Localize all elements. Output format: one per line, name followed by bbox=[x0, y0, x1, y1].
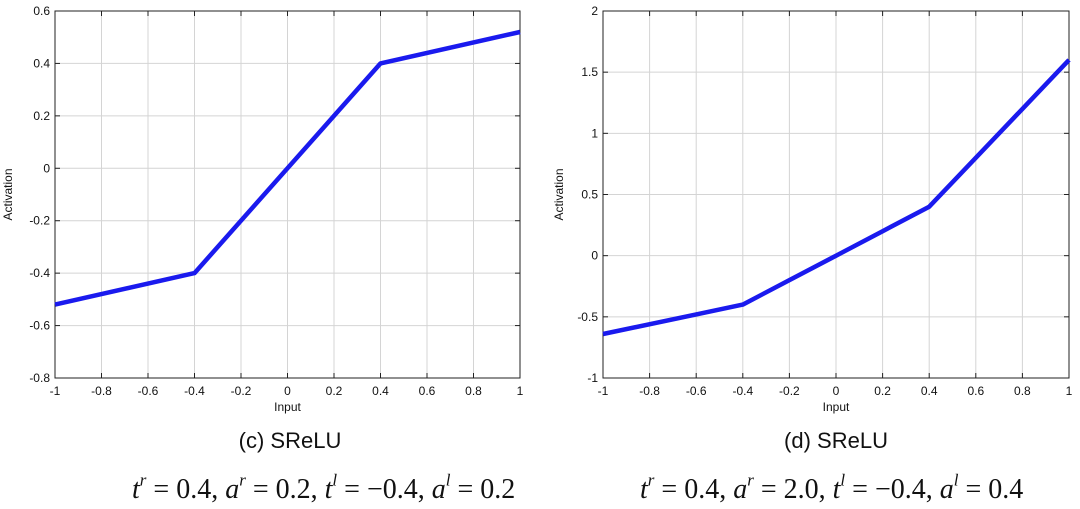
y-tick-label: 0.2 bbox=[33, 109, 50, 123]
param-tr: 0.4 bbox=[176, 474, 212, 505]
chart-d: -1 -0.8 -0.6 -0.4 -0.2 0 0.2 0.4 0.6 0.8 1 -1 -0.5 0 0… bbox=[552, 4, 1073, 414]
srelu-curve bbox=[54, 29, 521, 307]
chart-d-caption: (d) SReLU bbox=[784, 428, 888, 453]
x-tick-label: -0.8 bbox=[91, 384, 112, 398]
x-tick-label: -0.8 bbox=[639, 384, 660, 398]
y-tick-label: -0.6 bbox=[29, 319, 50, 333]
y-tick-label: -0.4 bbox=[29, 266, 50, 280]
chart-c-params: tr = 0.4, ar = 0.2, tl = −0.4, al = 0.2 bbox=[132, 470, 516, 505]
y-tick-label: -0.2 bbox=[29, 214, 50, 228]
y-tick-label: 2 bbox=[591, 4, 598, 18]
x-axis-label: Input bbox=[274, 400, 301, 414]
x-tick-label: 0 bbox=[833, 384, 840, 398]
x-tick-label: 1 bbox=[517, 384, 524, 398]
x-tick-label: 0.6 bbox=[967, 384, 984, 398]
chart-c-caption: (c) SReLU bbox=[238, 428, 342, 453]
y-tick-label: -0.8 bbox=[29, 371, 50, 385]
x-tick-label: -0.2 bbox=[231, 384, 252, 398]
y-axis-label: Activation bbox=[552, 168, 566, 220]
x-tick-label: -0.2 bbox=[779, 384, 800, 398]
x-tick-label: 0.8 bbox=[465, 384, 482, 398]
param-ar: 2.0 bbox=[783, 474, 819, 505]
y-tick-label: 0 bbox=[591, 249, 598, 263]
y-axis-label: Activation bbox=[1, 168, 15, 220]
y-tick-label: 1 bbox=[591, 126, 598, 140]
x-tick-label: -1 bbox=[598, 384, 609, 398]
x-tick-label: 0 bbox=[284, 384, 291, 398]
chart-c: -1 -0.8 -0.6 -0.4 -0.2 0 0.2 0.4 0.6 0.8 1-0.8-0.6… bbox=[1, 4, 524, 414]
param-tr: 0.4 bbox=[684, 474, 720, 505]
x-tick-label: -0.4 bbox=[184, 384, 205, 398]
x-tick-label: 0.8 bbox=[1014, 384, 1031, 398]
y-tick-label: 0.4 bbox=[33, 56, 50, 70]
y-tick-label: 1.5 bbox=[581, 65, 598, 79]
x-tick-label: 0.2 bbox=[874, 384, 891, 398]
srelu-curve bbox=[602, 58, 1071, 337]
x-tick-label: -0.6 bbox=[686, 384, 707, 398]
x-tick-label: -1 bbox=[50, 384, 61, 398]
x-tick-label: 1 bbox=[1066, 384, 1073, 398]
x-tick-label: 0.4 bbox=[921, 384, 938, 398]
x-axis-label: Input bbox=[823, 400, 850, 414]
y-tick-label: 0.5 bbox=[581, 188, 598, 202]
y-tick-label: -1 bbox=[587, 371, 598, 385]
x-tick-label: -0.4 bbox=[732, 384, 753, 398]
param-ar: 0.2 bbox=[275, 474, 311, 505]
x-tick-label: 0.4 bbox=[372, 384, 389, 398]
x-tick-label: -0.6 bbox=[138, 384, 159, 398]
param-al: 0.4 bbox=[988, 474, 1024, 505]
param-tl: −0.4 bbox=[366, 474, 418, 505]
x-tick-label: 0.2 bbox=[326, 384, 343, 398]
param-tl: −0.4 bbox=[874, 474, 926, 505]
y-tick-label: 0 bbox=[43, 161, 50, 175]
x-tick-label: 0.6 bbox=[419, 384, 436, 398]
y-tick-label: 0.6 bbox=[33, 4, 50, 18]
param-al: 0.2 bbox=[480, 474, 516, 505]
y-tick-label: -0.5 bbox=[577, 310, 598, 324]
chart-d-params: tr = 0.4, ar = 2.0, tl = −0.4, al = 0.4 bbox=[640, 470, 1024, 505]
